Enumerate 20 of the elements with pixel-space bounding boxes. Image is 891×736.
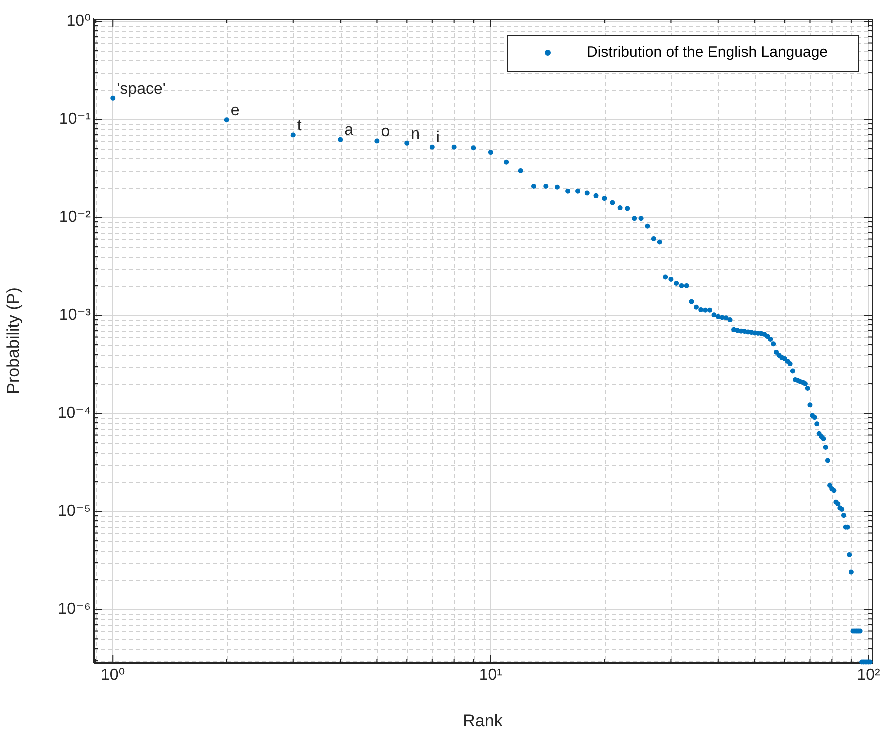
- y-tick-label: 10⁻¹: [59, 110, 91, 128]
- y-tick-label: 10⁻³: [59, 306, 92, 324]
- y-tick-label: 10⁻⁵: [58, 502, 91, 520]
- annotation: i: [436, 130, 440, 147]
- y-axis-title: Probability (P): [4, 288, 23, 394]
- annotation: t: [297, 118, 302, 135]
- annotation: o: [381, 124, 390, 141]
- y-tick-label: 10⁰: [66, 12, 91, 30]
- y-tick-label: 10⁻⁴: [58, 404, 92, 422]
- legend-label: Distribution of the English Language: [587, 44, 828, 62]
- x-tick-label: 10⁰: [101, 667, 126, 684]
- x-tick-label: 10²: [857, 667, 881, 684]
- annotation: a: [344, 122, 354, 140]
- y-tick-label: 10⁻⁶: [58, 600, 91, 618]
- annotation: 'space': [117, 80, 166, 98]
- x-axis-title: Rank: [463, 711, 504, 730]
- y-tick-label: 10⁻²: [59, 208, 92, 226]
- x-tick-label: 10¹: [479, 667, 502, 684]
- annotation: e: [230, 102, 240, 120]
- annotation: n: [411, 126, 420, 143]
